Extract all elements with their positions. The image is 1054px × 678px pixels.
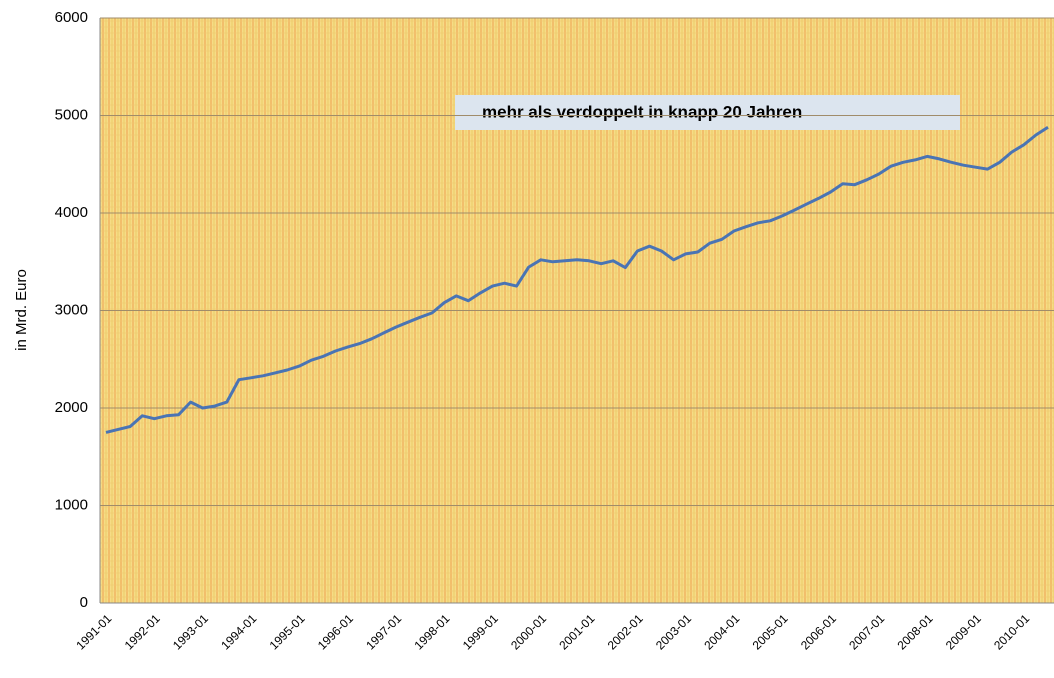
- x-tick-label: 2010-01: [991, 611, 1032, 652]
- y-tick-label: 5000: [55, 106, 88, 123]
- line-series: [105, 125, 1049, 434]
- x-tick-label: 1999-01: [460, 611, 501, 652]
- x-tick-label: 2003-01: [653, 611, 694, 652]
- x-tick-label: 2008-01: [895, 611, 936, 652]
- x-tick-label: 1991-01: [73, 611, 114, 652]
- x-tick-label: 1993-01: [170, 611, 211, 652]
- annotation-box: [455, 95, 960, 130]
- x-tick-label: 2006-01: [798, 611, 839, 652]
- x-tick-label: 2001-01: [556, 611, 597, 652]
- y-tick-label: 0: [80, 594, 88, 611]
- x-tick-label: 1994-01: [218, 611, 259, 652]
- annotation: mehr als verdoppelt in knapp 20 Jahren: [482, 102, 802, 121]
- y-tick-label: 1000: [55, 496, 88, 513]
- x-tick-label: 1998-01: [411, 611, 452, 652]
- x-tick-label: 2000-01: [508, 611, 549, 652]
- y-axis-title: in Mrd. Euro: [13, 269, 30, 351]
- y-tick-label: 4000: [55, 204, 88, 221]
- x-tick-label: 1996-01: [315, 611, 356, 652]
- x-tick-label: 1997-01: [363, 611, 404, 652]
- y-tick-label: 2000: [55, 399, 88, 416]
- x-tick-label: 1995-01: [267, 611, 308, 652]
- x-tick-label: 2004-01: [701, 611, 742, 652]
- x-tick-label: 2005-01: [750, 611, 791, 652]
- y-tick-label: 6000: [55, 9, 88, 26]
- x-tick-label: 2007-01: [846, 611, 887, 652]
- x-tick-label: 1992-01: [122, 611, 163, 652]
- y-tick-label: 3000: [55, 301, 88, 318]
- x-tick-label: 2009-01: [943, 611, 984, 652]
- x-tick-label: 2002-01: [605, 611, 646, 652]
